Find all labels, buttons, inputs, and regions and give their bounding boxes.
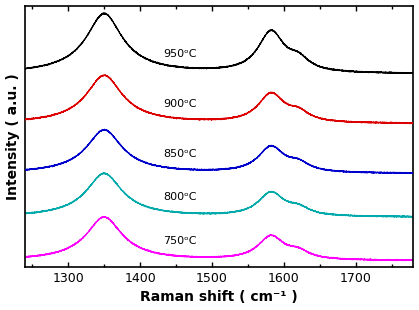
Text: 750ᵒC: 750ᵒC bbox=[163, 236, 197, 246]
Text: 850ᵒC: 850ᵒC bbox=[163, 149, 197, 159]
X-axis label: Raman shift ( cm⁻¹ ): Raman shift ( cm⁻¹ ) bbox=[140, 290, 298, 304]
Text: 950ᵒC: 950ᵒC bbox=[163, 49, 197, 59]
Text: 900ᵒC: 900ᵒC bbox=[163, 99, 197, 109]
Y-axis label: Intensity ( a.u. ): Intensity ( a.u. ) bbox=[5, 73, 20, 200]
Text: 800ᵒC: 800ᵒC bbox=[163, 192, 197, 202]
